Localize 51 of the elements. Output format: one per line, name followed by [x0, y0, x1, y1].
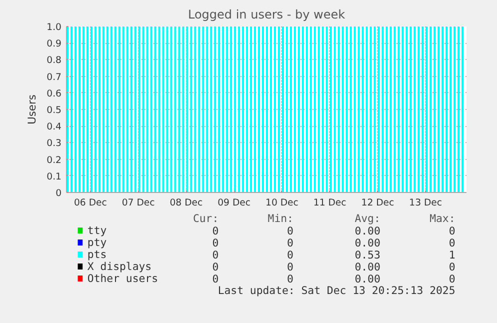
y-tick-label: 0.1: [46, 171, 62, 182]
text: 0: [287, 260, 294, 274]
y-tick-label: 0.8: [46, 55, 62, 66]
y-tick-label: 1.0: [46, 22, 62, 33]
y-tick-label: 0.3: [46, 138, 62, 150]
text: 0.53: [354, 248, 380, 262]
text: 0: [212, 260, 219, 274]
text: 0.00: [354, 224, 380, 238]
text: 0.00: [354, 272, 380, 286]
y-tick-label: 0.7: [46, 72, 62, 83]
x-tick-label: 07 Dec: [122, 198, 155, 208]
text: 0: [448, 260, 456, 274]
x-tick-label: 09 Dec: [218, 198, 251, 208]
text: 0: [212, 236, 219, 250]
text: 0: [448, 224, 456, 238]
x-tick-label: 06 Dec: [74, 198, 107, 208]
x-tick-label: 12 Dec: [361, 198, 394, 208]
x-tick-label: 13 Dec: [409, 198, 442, 208]
y-tick-label: 0.5: [46, 105, 62, 116]
text: 0: [287, 236, 294, 250]
text: Max:: [430, 212, 456, 225]
legend-label: pty: [87, 236, 107, 249]
text: 0: [212, 224, 219, 238]
y-tick-label: 0: [56, 188, 62, 199]
y-tick-label: 0.4: [46, 122, 62, 133]
text: 0.00: [354, 236, 380, 250]
text: 0: [212, 272, 219, 286]
text: 0: [212, 248, 219, 262]
text: Cur:: [192, 212, 219, 225]
y-tick-label: 0.6: [46, 88, 62, 100]
legend-label: X displays: [87, 260, 152, 273]
text: 0: [287, 224, 294, 238]
text: 0: [448, 236, 456, 250]
text: Avg:: [354, 212, 380, 225]
text: Min:: [268, 212, 294, 225]
legend-label: Other users: [87, 272, 158, 285]
y-axis-title: Users: [26, 94, 39, 124]
text: 1: [448, 248, 456, 262]
legend-label: pts: [87, 248, 107, 261]
text: Last update: Sat Dec 13 20:25:13 2025: [218, 284, 456, 297]
x-tick-label: 11 Dec: [313, 198, 346, 208]
text: 0: [287, 248, 294, 262]
x-tick-label: 08 Dec: [170, 198, 203, 208]
text: 0.00: [354, 260, 380, 274]
chart-title: Logged in users - by week: [188, 8, 346, 22]
legend-label: tty: [87, 224, 107, 237]
y-tick-label: 0.9: [46, 38, 62, 50]
text: 0: [448, 272, 456, 286]
text: 0: [287, 272, 294, 286]
y-tick-label: 0.2: [46, 154, 62, 166]
x-tick-label: 10 Dec: [266, 198, 298, 208]
